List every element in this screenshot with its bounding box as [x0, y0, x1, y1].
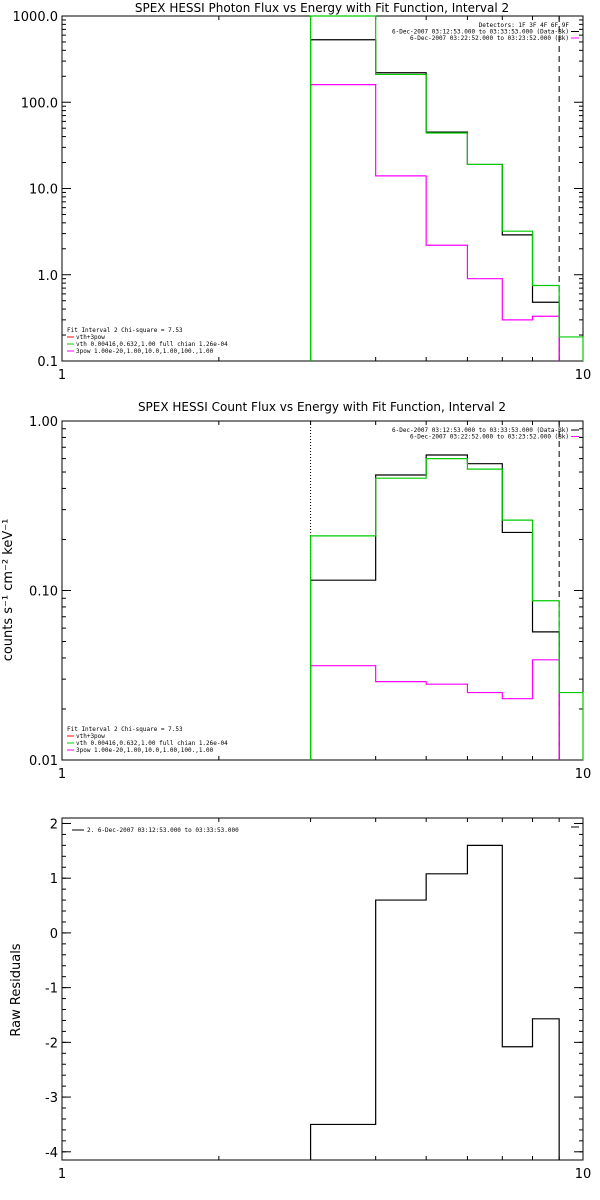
x-tick-label: 1 — [58, 368, 66, 383]
x-tick-label: 10 — [575, 368, 592, 383]
y-tick-label: 2 — [50, 817, 58, 832]
legend-top-text: 6-Dec-2007 03:12:53.000 to 03:33:53.000 … — [392, 427, 569, 434]
x-tick-label: 1 — [58, 1167, 66, 1182]
legend-bottom-text: 3pow 1.00e-20,1.00,10.0,1.00,100.,1.00 — [76, 348, 214, 355]
legend-bottom-text: Fit Interval 2 Chi-square = 7.53 — [67, 327, 183, 334]
y-tick-label: 1.0 — [37, 269, 58, 284]
plot-frame — [61, 15, 584, 362]
legend-bottom-text: vth+3pow — [76, 334, 105, 341]
y-tick-label: 1000.0 — [13, 10, 59, 25]
y-tick-label: -1 — [45, 982, 58, 997]
y-tick-label: 100.0 — [21, 96, 58, 111]
residuals-panel: Raw Residuals 1 10 -4 -3 -2 -1 0 1 2 2. 6-Dec-200… — [9, 817, 591, 1182]
series-black-step-line — [309, 454, 560, 760]
legend-top-text: 6-Dec-2007 03:22:52.000 to 03:23:52.000 … — [410, 35, 569, 42]
y-tick-label: 0 — [50, 927, 58, 942]
y-tick-label: 0.1 — [37, 355, 58, 370]
x-tick-label: 1 — [58, 767, 66, 782]
photon-flux-panel: SPEX HESSI Photon Flux vs Energy with Fi… — [13, 1, 592, 383]
series-magenta-step-line — [309, 659, 560, 760]
legend-bottom-text: Fit Interval 2 Chi-square = 7.53 — [67, 726, 183, 733]
count-flux-panel: SPEX HESSI Count Flux vs Energy with Fit… — [1, 400, 591, 782]
series-black-step-line — [309, 844, 560, 1160]
legend-top-text: 6-Dec-2007 03:22:52.000 to 03:23:52.000 … — [410, 434, 569, 441]
legend-bottom-text: 3pow 1.00e-20,1.00,10.0,1.00,100.,1.00 — [76, 747, 214, 754]
series-magenta-step-line — [309, 84, 560, 361]
panel-title: SPEX HESSI Count Flux vs Energy with Fit… — [138, 400, 506, 414]
legend-top-text: Detectors: 1F 3F 4F 6F 9F — [479, 22, 570, 29]
y-tick-label: 0.10 — [29, 585, 58, 600]
legend-top-text: 6-Dec-2007 03:12:53.000 to 03:33:53.000 … — [392, 29, 569, 36]
y-axis-label: counts s⁻¹ cm⁻² keV⁻¹ — [1, 519, 16, 662]
series-green-step-line — [309, 458, 584, 760]
legend-top-text: 2. 6-Dec-2007 03:12:53.000 to 03:33:53.0… — [87, 827, 239, 834]
y-tick-label: 1.00 — [29, 415, 58, 430]
legend-bottom-text: vth+3pow — [76, 733, 105, 740]
y-tick-label: 10.0 — [29, 183, 58, 198]
legend-bottom-text: vth 0.00416,0.632,1.00 full chian 1.26e-… — [76, 341, 228, 348]
y-tick-label: -3 — [45, 1091, 58, 1106]
legend-bottom-text: vth 0.00416,0.632,1.00 full chian 1.26e-… — [76, 740, 228, 747]
plot-frame — [61, 420, 584, 761]
x-tick-label: 10 — [575, 1167, 592, 1182]
y-tick-label: -4 — [45, 1146, 58, 1161]
y-tick-label: 1 — [50, 872, 58, 887]
plot-frame — [61, 817, 584, 1161]
y-axis-label: Raw Residuals — [9, 943, 24, 1036]
x-tick-label: 10 — [575, 767, 592, 782]
series-black-step-line — [309, 39, 560, 361]
panel-title: SPEX HESSI Photon Flux vs Energy with Fi… — [135, 1, 509, 15]
y-tick-label: -2 — [45, 1036, 58, 1051]
y-tick-label: 0.01 — [29, 754, 58, 769]
series-green-step-line — [309, 15, 584, 361]
